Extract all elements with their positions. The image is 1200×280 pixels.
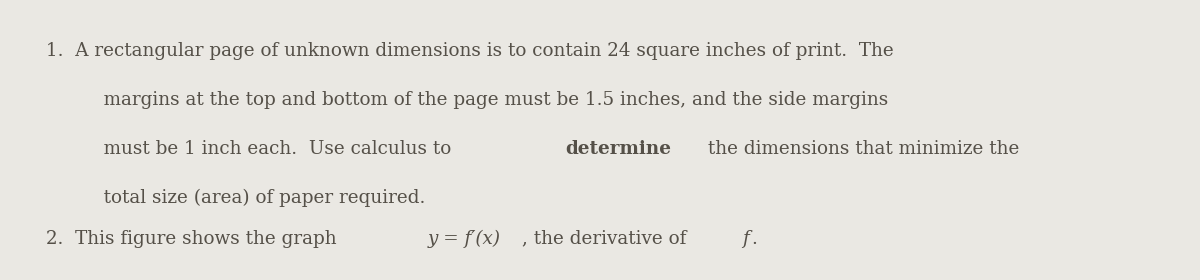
Text: f: f	[742, 230, 749, 248]
Text: y = f′(x): y = f′(x)	[428, 229, 502, 248]
Text: , the derivative of: , the derivative of	[522, 230, 692, 248]
Text: must be 1 inch each.  Use calculus to: must be 1 inch each. Use calculus to	[86, 140, 457, 158]
Text: 2.  This figure shows the graph: 2. This figure shows the graph	[46, 230, 342, 248]
Text: margins at the top and bottom of the page must be 1.5 inches, and the side margi: margins at the top and bottom of the pag…	[86, 91, 889, 109]
Text: .: .	[751, 230, 757, 248]
Text: total size (area) of paper required.: total size (area) of paper required.	[86, 189, 426, 207]
Text: 1.  A rectangular page of unknown dimensions is to contain 24 square inches of p: 1. A rectangular page of unknown dimensi…	[46, 42, 893, 60]
Text: the dimensions that minimize the: the dimensions that minimize the	[702, 140, 1020, 158]
Text: determine: determine	[565, 140, 671, 158]
